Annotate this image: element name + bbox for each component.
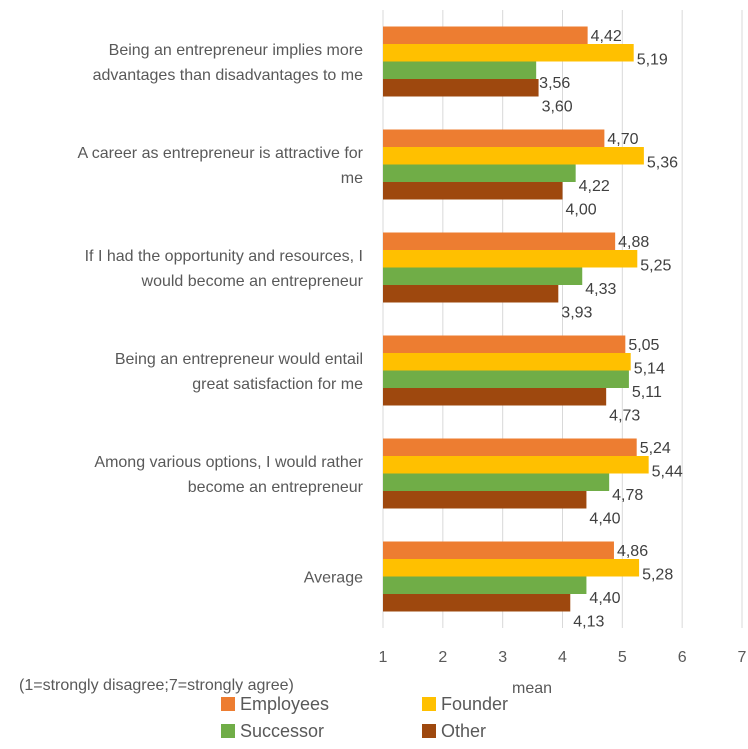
bar-founder (383, 456, 649, 474)
bar-successor (383, 370, 629, 388)
category-label: Average (304, 570, 363, 587)
bar-other (383, 182, 563, 200)
data-label: 5,05 (628, 337, 659, 354)
legend: Employees Founder Successor Other (221, 694, 508, 741)
bar-founder (383, 44, 634, 62)
category-label: great satisfaction for me (192, 376, 363, 393)
data-label: 4,70 (607, 131, 638, 148)
bar-successor (383, 61, 537, 79)
category-label: me (341, 170, 363, 187)
bar-employees (383, 335, 626, 353)
data-label: 3,60 (542, 99, 573, 116)
data-label: 5,44 (652, 464, 683, 481)
x-tick-label: 6 (678, 649, 687, 666)
bar-successor (383, 576, 587, 594)
bar-employees (383, 26, 588, 44)
bar-founder (383, 559, 640, 577)
data-label: 5,28 (642, 567, 673, 584)
data-label: 4,88 (618, 234, 649, 251)
bars (383, 26, 649, 612)
data-label: 5,24 (640, 440, 671, 457)
bar-founder (383, 353, 631, 371)
bar-employees (383, 232, 616, 250)
data-label: 5,19 (637, 52, 668, 69)
legend-entry-employees: Employees (240, 694, 329, 714)
data-label: 4,00 (566, 202, 597, 219)
bar-founder (383, 147, 644, 165)
grid-lines (382, 10, 743, 628)
data-label: 4,42 (591, 28, 622, 45)
data-label: 3,93 (561, 305, 592, 322)
category-label: advantages than disadvantages to me (93, 67, 364, 84)
data-label: 4,78 (612, 487, 643, 504)
category-label: Being an entrepreneur would entail (115, 351, 363, 368)
x-tick-label: 1 (379, 649, 388, 666)
data-label: 4,73 (609, 408, 640, 425)
scale-note: (1=strongly disagree;7=strongly agree) (19, 677, 294, 694)
bar-employees (383, 541, 614, 559)
bar-successor (383, 473, 610, 491)
legend-entry-other: Other (441, 721, 486, 741)
legend-swatch-founder (422, 697, 436, 711)
x-tick-label: 2 (438, 649, 447, 666)
data-label: 3,56 (539, 75, 570, 92)
data-label: 4,13 (573, 614, 604, 631)
bar-founder (383, 250, 638, 268)
x-tick-label: 4 (558, 649, 567, 666)
bar-successor (383, 267, 583, 285)
bar-other (383, 285, 559, 303)
data-label: 5,36 (647, 155, 678, 172)
data-label: 4,40 (589, 590, 620, 607)
category-label: Being an entrepreneur implies more (109, 42, 363, 59)
data-label: 5,11 (632, 384, 662, 401)
data-label: 4,22 (579, 178, 610, 195)
bar-employees (383, 129, 605, 147)
category-label: If I had the opportunity and resources, … (85, 248, 363, 265)
data-label: 4,33 (585, 281, 616, 298)
data-label: 4,86 (617, 543, 648, 560)
bar-other (383, 491, 587, 509)
bar-other (383, 388, 607, 406)
data-label: 5,25 (640, 258, 671, 275)
legend-swatch-other (422, 724, 436, 738)
bar-other (383, 79, 539, 97)
x-tick-labels: 1 2 3 4 5 6 7 (379, 649, 747, 666)
category-label: A career as entrepreneur is attractive f… (78, 145, 364, 162)
category-label: become an entrepreneur (188, 479, 364, 496)
category-label: Among various options, I would rather (94, 454, 363, 471)
data-label: 5,14 (634, 361, 665, 378)
bar-employees (383, 438, 637, 456)
bar-other (383, 594, 571, 612)
legend-entry-successor: Successor (240, 721, 324, 741)
category-labels: Being an entrepreneur implies more advant… (78, 42, 364, 587)
x-tick-label: 3 (498, 649, 507, 666)
legend-entry-founder: Founder (441, 694, 508, 714)
category-label: would become an entrepreneur (141, 273, 364, 290)
data-label: 4,40 (589, 511, 620, 528)
data-labels: 4,42 5,19 3,56 3,60 4,70 5,36 4,22 4,00 4,88 5,25… (539, 28, 683, 631)
bar-successor (383, 164, 576, 182)
x-tick-label: 5 (618, 649, 627, 666)
x-axis-title: mean (512, 680, 552, 697)
x-tick-label: 7 (738, 649, 747, 666)
legend-swatch-employees (221, 697, 235, 711)
legend-swatch-successor (221, 724, 235, 738)
